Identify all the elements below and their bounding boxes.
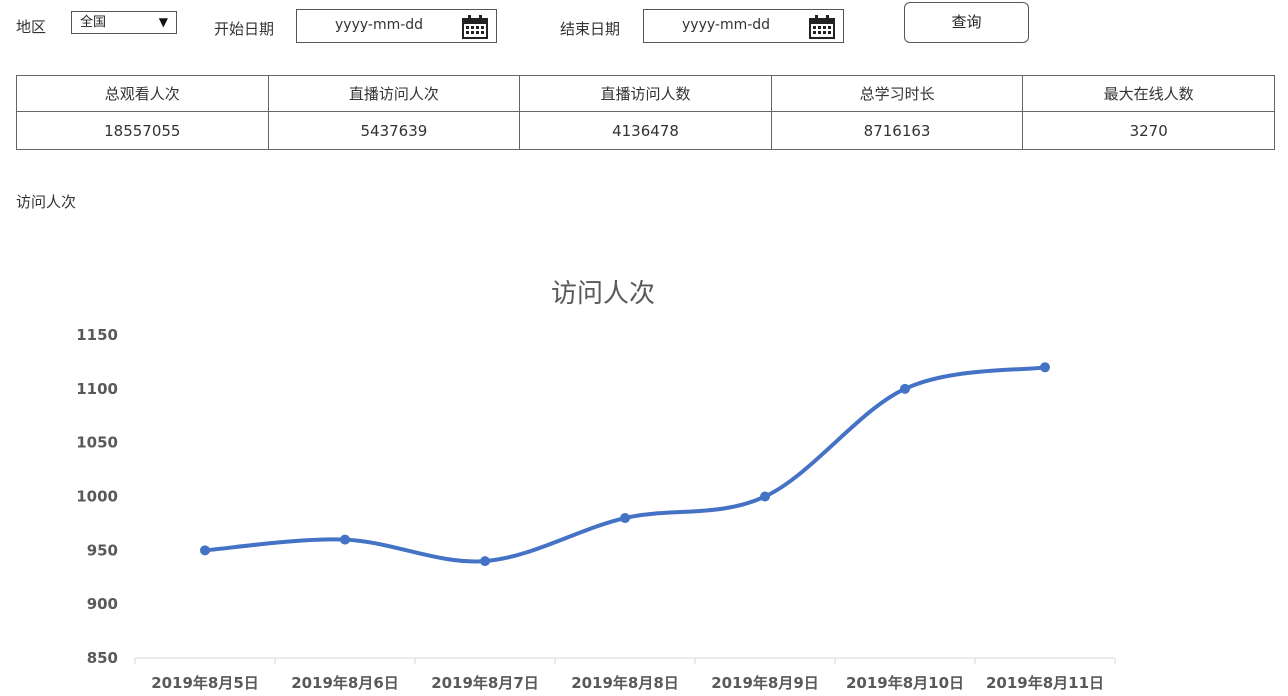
stats-header-cell: 总观看人次 [16,75,269,112]
y-tick-label: 850 [87,649,118,667]
end-date-placeholder: yyyy-mm-dd [682,17,771,33]
x-tick-label: 2019年8月6日 [291,674,399,692]
x-tick-label: 2019年8月7日 [431,674,539,692]
stats-value-cell: 8716163 [770,111,1024,150]
stats-header-cell: 直播访问人数 [519,75,772,112]
x-tick-label: 2019年8月5日 [151,674,259,692]
x-tick-label: 2019年8月8日 [571,674,679,692]
dropdown-arrow-icon: ▼ [158,15,168,29]
y-tick-label: 1050 [76,434,118,452]
start-date-label: 开始日期 [214,20,275,38]
region-label: 地区 [16,18,47,36]
y-tick-label: 1150 [76,326,118,344]
stats-table: 总观看人次 直播访问人次 直播访问人数 总学习时长 最大在线人数 1855705… [16,75,1275,150]
data-point [760,491,770,502]
end-date-label: 结束日期 [560,20,621,38]
stats-value-row: 18557055 5437639 4136478 8716163 3270 [16,111,1275,150]
section-title: 访问人次 [16,193,77,211]
y-tick-label: 900 [87,595,118,613]
x-tick-label: 2019年8月10日 [846,674,964,692]
stats-value-cell: 4136478 [519,111,772,150]
query-button[interactable]: 查询 [904,2,1029,43]
series-line [203,365,1047,564]
stats-value-cell: 3270 [1022,111,1275,150]
stats-header-cell: 直播访问人次 [267,75,521,112]
data-point [1040,362,1050,373]
data-point [620,513,630,524]
chart-title: 访问人次 [551,279,655,309]
region-select[interactable]: 全国 ▼ [71,11,177,34]
data-point [480,556,490,567]
calendar-icon[interactable] [809,15,835,39]
y-tick-label: 1100 [76,380,118,398]
x-tick-label: 2019年8月9日 [711,674,819,692]
data-point [900,383,910,394]
y-tick-label: 950 [87,541,118,559]
stats-header-row: 总观看人次 直播访问人次 直播访问人数 总学习时长 最大在线人数 [16,75,1275,112]
x-tick-label: 2019年8月11日 [986,674,1104,692]
stats-header-cell: 最大在线人数 [1022,75,1275,112]
calendar-icon[interactable] [462,15,488,39]
data-point [200,545,210,556]
stats-header-cell: 总学习时长 [770,75,1024,112]
start-date-placeholder: yyyy-mm-dd [335,17,424,33]
stats-value-cell: 5437639 [267,111,521,150]
data-point [340,534,350,545]
region-select-value: 全国 [80,15,107,30]
y-tick-label: 1000 [76,488,118,506]
end-date-input[interactable]: yyyy-mm-dd [643,9,844,43]
start-date-input[interactable]: yyyy-mm-dd [296,9,497,43]
stats-value-cell: 18557055 [16,111,269,150]
visits-line-chart: 访问人次 850 900 950 1000 1050 1100 1150 2019年8月5日… [76,279,1116,692]
